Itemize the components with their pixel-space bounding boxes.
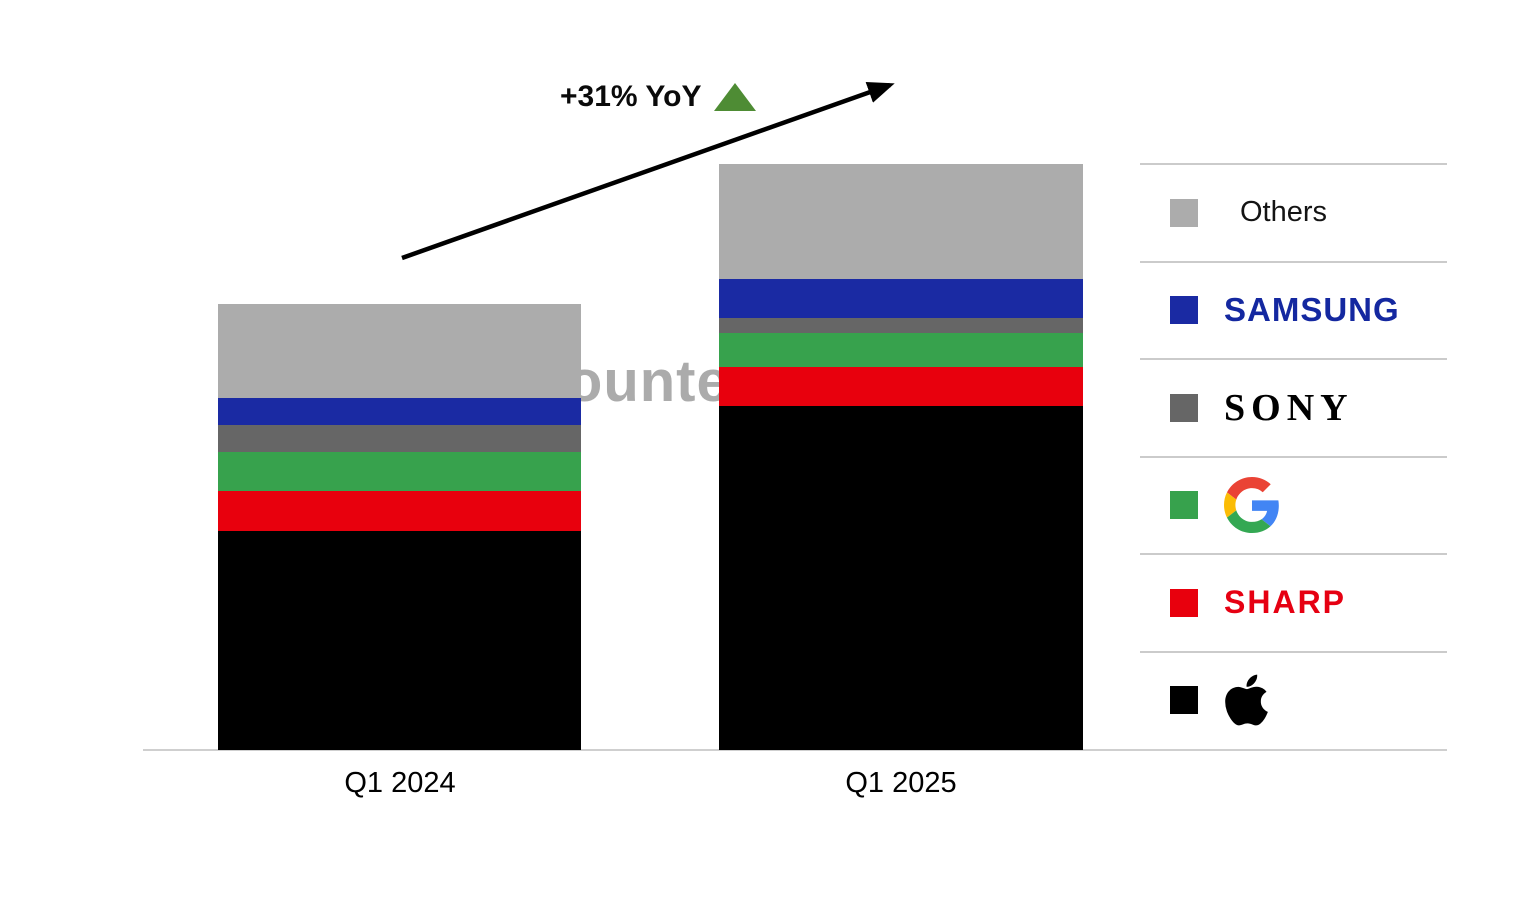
samsung-logo: SAMSUNG	[1224, 291, 1400, 329]
legend-item-samsung: SAMSUNG	[1140, 260, 1447, 359]
bar-segment-sony-q1-2024	[218, 424, 581, 453]
bar-segment-apple-q1-2025	[719, 406, 1083, 750]
bar-segment-sony-q1-2025	[719, 317, 1083, 334]
apple-icon	[1225, 674, 1268, 726]
bar-segment-others-q1-2025	[719, 164, 1083, 280]
sharp-logo: SHARP	[1224, 584, 1347, 621]
bar-segment-others-q1-2024	[218, 304, 581, 398]
others-label: Others	[1240, 196, 1328, 229]
sony-logo: SONY	[1224, 386, 1354, 429]
apple-logo	[1224, 671, 1269, 729]
legend-item-google	[1140, 455, 1447, 554]
x-axis-label-q1-2024: Q1 2024	[344, 767, 456, 799]
bar-segment-sharp-q1-2025	[719, 366, 1083, 407]
legend-item-sharp: SHARP	[1140, 553, 1447, 651]
legend-swatch-apple	[1170, 686, 1198, 715]
bar-segment-google-q1-2025	[719, 333, 1083, 367]
bar-segment-samsung-q1-2024	[218, 397, 581, 425]
legend-swatch-sharp	[1170, 588, 1198, 617]
legend-item-apple	[1140, 650, 1447, 749]
bar-segment-apple-q1-2024	[218, 531, 581, 750]
bar-q1-2024	[218, 304, 581, 750]
google-logo	[1224, 477, 1279, 534]
x-axis-label-q1-2025: Q1 2025	[845, 767, 957, 799]
bar-segment-google-q1-2024	[218, 452, 581, 491]
bar-q1-2025	[719, 164, 1083, 750]
legend: Others SAMSUNG SONY SHARP	[1140, 163, 1447, 748]
legend-item-sony: SONY	[1140, 358, 1447, 456]
legend-swatch-others	[1170, 198, 1198, 227]
legend-swatch-sony	[1170, 393, 1198, 422]
legend-swatch-google	[1170, 491, 1198, 520]
legend-item-others: Others	[1140, 163, 1447, 261]
x-axis-line	[143, 749, 1447, 751]
growth-label: +31% YoY	[560, 80, 702, 113]
legend-swatch-samsung	[1170, 296, 1198, 325]
up-triangle-icon	[714, 83, 757, 111]
bar-segment-sharp-q1-2024	[218, 490, 581, 532]
growth-annotation: +31% YoY	[560, 80, 757, 114]
bar-segment-samsung-q1-2025	[719, 279, 1083, 318]
